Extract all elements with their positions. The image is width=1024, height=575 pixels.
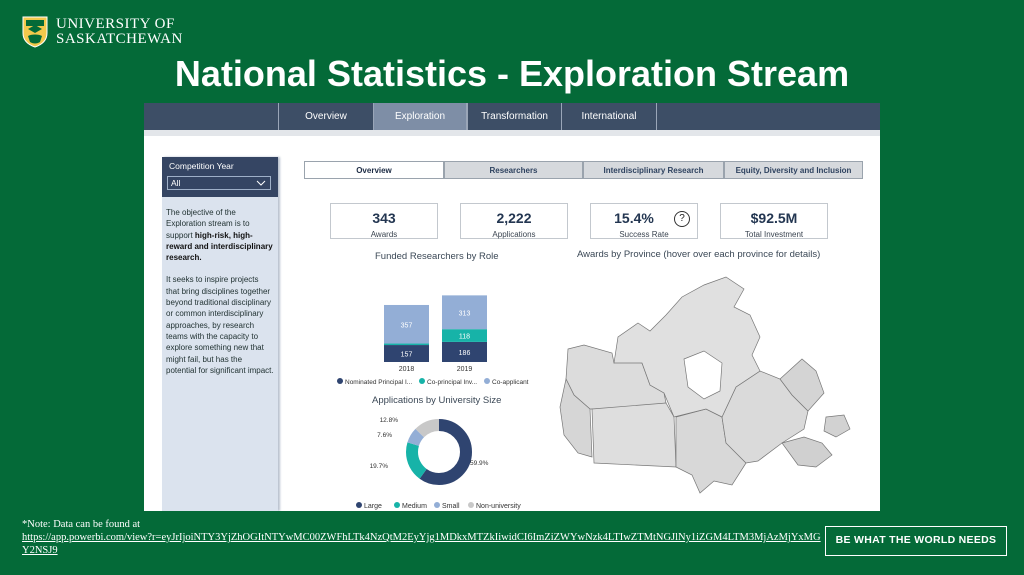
- nav-underbar: [144, 130, 880, 136]
- tagline-badge: BE WHAT THE WORLD NEEDS: [825, 526, 1007, 556]
- dropdown-value: All: [171, 178, 181, 188]
- kpi-applications: 2,222 Applications: [460, 203, 568, 239]
- kpi-success-rate: 15.4% Success Rate: [590, 203, 698, 239]
- kpi-value: 2,222: [496, 210, 532, 226]
- x-tick-label: 2019: [457, 366, 473, 373]
- kpi-label: Applications: [492, 230, 536, 239]
- kpi-value: 343: [372, 210, 396, 226]
- logo-line-1: UNIVERSITY OF: [56, 16, 175, 32]
- map-newfoundland[interactable]: [823, 414, 851, 438]
- donut-data-label: 12.8%: [380, 417, 399, 424]
- legend-marker: [394, 502, 400, 508]
- note-label: *Note: Data can be found at: [22, 519, 141, 530]
- map-prairies[interactable]: [591, 402, 677, 468]
- bar-data-label: 357: [401, 322, 413, 329]
- filter-label: Competition Year: [169, 161, 234, 171]
- bar-chart-title: Funded Researchers by Role: [375, 251, 499, 262]
- legend-label: Non-university: [476, 503, 521, 510]
- x-tick-label: 2018: [399, 366, 415, 373]
- map-labrador[interactable]: [779, 358, 825, 412]
- legend-marker: [468, 502, 474, 508]
- bar-data-label: 157: [401, 352, 413, 359]
- canada-province-map[interactable]: [554, 267, 854, 499]
- nav-tab-transformation[interactable]: Transformation: [467, 103, 561, 130]
- description-paragraph-1: The objective of the Exploration stream …: [166, 207, 274, 263]
- description-emphasis: high-risk, high-reward and interdiscipli…: [166, 230, 273, 263]
- competition-year-dropdown[interactable]: All: [167, 176, 271, 190]
- map-arctic-islands[interactable]: [613, 276, 761, 418]
- bar-data-label: 118: [459, 334, 470, 341]
- subtab-equity-diversity-inclusion[interactable]: Equity, Diversity and Inclusion: [724, 161, 863, 179]
- map-british-columbia[interactable]: [559, 377, 593, 458]
- legend-marker: [434, 502, 440, 508]
- subtab-interdisciplinary-research[interactable]: Interdisciplinary Research: [583, 161, 724, 179]
- kpi-label: Total Investment: [744, 230, 804, 239]
- kpi-label: Awards: [370, 230, 398, 239]
- legend-label: Small: [442, 503, 460, 510]
- nav-tab-exploration[interactable]: Exploration: [373, 103, 467, 130]
- help-icon[interactable]: ?: [674, 211, 690, 227]
- legend-marker: [419, 378, 425, 384]
- donut-data-label: 59.9%: [470, 460, 489, 467]
- data-source-link[interactable]: https://app.powerbi.com/view?r=eyJrIjoiN…: [22, 532, 821, 556]
- map-maritimes[interactable]: [781, 436, 833, 468]
- bar-segment[interactable]: [442, 329, 487, 342]
- bar-data-label: 186: [459, 350, 471, 357]
- researchers-by-role-chart: 157 357 2018 186 118 313 2019 Nominated Princip…: [337, 295, 529, 386]
- subtab-researchers[interactable]: Researchers: [444, 161, 583, 179]
- dashboard-panel: Overview Exploration Transformation Inte…: [144, 103, 880, 511]
- legend-label: Co-applicant: [492, 379, 529, 386]
- kpi-value: 15.4%: [614, 210, 654, 226]
- applications-by-size-chart: 59.9% 19.7% 7.6% 12.8% Large Medium Small Non-u…: [356, 417, 521, 510]
- donut-slice[interactable]: [406, 419, 472, 485]
- legend-label: Co-principal Inv...: [427, 379, 477, 386]
- legend-label: Nominated Principal I...: [345, 379, 412, 386]
- legend-marker: [337, 378, 343, 384]
- bar-segment[interactable]: [442, 341, 487, 362]
- kpi-value: $92.5M: [750, 210, 798, 226]
- shield-crest-icon: [22, 16, 48, 48]
- kpi-label: Success Rate: [619, 230, 669, 239]
- university-logo: UNIVERSITY OF SASKATCHEWAN: [22, 16, 183, 48]
- donut-chart-title: Applications by University Size: [372, 395, 502, 406]
- legend-label: Medium: [402, 503, 427, 510]
- logo-line-2: SASKATCHEWAN: [56, 31, 183, 47]
- map-title: Awards by Province (hover over each prov…: [577, 249, 821, 260]
- donut-data-label: 19.7%: [370, 463, 389, 470]
- logo-wordmark: UNIVERSITY OF SASKATCHEWAN: [56, 17, 183, 47]
- donut-slice[interactable]: [406, 419, 472, 485]
- kpi-awards: 343 Awards: [330, 203, 438, 239]
- kpi-total-investment: $92.5M Total Investment: [720, 203, 828, 239]
- bar-segment[interactable]: [384, 304, 429, 344]
- dashboard-nav: Overview Exploration Transformation Inte…: [144, 103, 880, 130]
- map-hudson-bay[interactable]: [683, 350, 723, 400]
- nav-tab-international[interactable]: International: [561, 103, 657, 130]
- legend-label: Large: [364, 503, 382, 510]
- source-note: *Note: Data can be found at https://app.…: [22, 518, 822, 557]
- legend-marker: [356, 502, 362, 508]
- description-paragraph-2: It seeks to inspire projects that bring …: [166, 275, 274, 375]
- left-sidebar: Competition Year All The objective of th…: [162, 157, 278, 511]
- bar-segment[interactable]: [384, 345, 429, 362]
- stream-description: The objective of the Exploration stream …: [166, 207, 274, 387]
- description-intro: The objective of the Exploration stream …: [166, 208, 250, 240]
- bar-segment[interactable]: [384, 343, 429, 346]
- legend-marker: [484, 378, 490, 384]
- subtab-overview[interactable]: Overview: [304, 161, 444, 179]
- bar-data-label: 313: [459, 310, 471, 317]
- page-title: National Statistics - Exploration Stream: [174, 53, 850, 94]
- bar-segment[interactable]: [442, 295, 487, 330]
- donut-data-label: 7.6%: [377, 432, 392, 439]
- nav-tab-overview[interactable]: Overview: [278, 103, 373, 130]
- chevron-down-icon: [256, 180, 266, 186]
- competition-year-filter: Competition Year All: [162, 157, 278, 197]
